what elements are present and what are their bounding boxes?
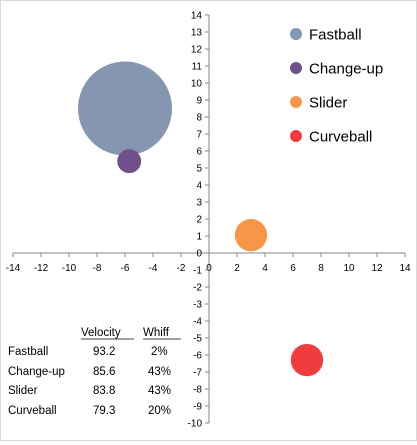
x-tick-label: 4 <box>262 263 268 274</box>
x-tick-label: 2 <box>234 263 240 274</box>
legend-marker <box>290 96 302 108</box>
y-tick-label: 12 <box>191 45 203 56</box>
x-tick-label: -8 <box>93 263 102 274</box>
legend-marker <box>290 130 302 142</box>
bubbles <box>78 61 324 377</box>
y-tick-label: -2 <box>193 283 202 294</box>
table-row-label: Change-up <box>8 366 65 378</box>
legend-label: Change-up <box>309 61 383 78</box>
table-cell-whiff: 43% <box>148 366 171 378</box>
x-tick-label: 14 <box>399 263 411 274</box>
x-tick-label: -6 <box>121 263 130 274</box>
y-tick-label: 3 <box>196 198 202 209</box>
bubble-slider <box>234 219 268 252</box>
x-tick-label: 8 <box>318 263 324 274</box>
table-row-label: Slider <box>8 385 38 397</box>
y-tick-label: 1 <box>196 232 202 243</box>
y-tick-label: 7 <box>196 130 202 141</box>
y-tick-label: -9 <box>193 402 202 413</box>
bubble-fastball <box>78 61 172 156</box>
y-tick-label: -6 <box>193 351 202 362</box>
legend-label: Fastball <box>309 27 362 44</box>
axes: -14 -12 -10 -8 -6 -4 -2 0 2 4 6 8 10 12 14-10-9-8-7-6-… <box>6 11 411 430</box>
x-tick-label: 6 <box>290 263 296 274</box>
table-cell-velocity: 79.3 <box>93 405 115 417</box>
x-tick-label: -4 <box>149 263 158 274</box>
legend-label: Slider <box>309 95 347 112</box>
y-tick-label: 13 <box>191 28 203 39</box>
table-cell-whiff: 20% <box>148 405 171 417</box>
y-tick-label: -1 <box>193 266 202 277</box>
x-tick-label: 10 <box>343 263 355 274</box>
y-tick-label: -5 <box>193 334 202 345</box>
data-table: Velocity Whiff Fastball 93.2 2% Change-u… <box>8 327 181 417</box>
legend-label: Curveball <box>309 129 372 146</box>
y-tick-label: 14 <box>191 11 203 22</box>
table-cell-whiff: 43% <box>148 385 171 397</box>
y-tick-label: 8 <box>196 113 202 124</box>
x-tick-label: -10 <box>62 263 77 274</box>
x-tick-label: -12 <box>34 263 49 274</box>
y-tick-label: 9 <box>196 96 202 107</box>
legend-marker <box>290 28 302 40</box>
x-tick-label: -14 <box>6 263 21 274</box>
table-header-velocity: Velocity <box>81 327 121 339</box>
bubble-curveball <box>290 343 324 377</box>
legend: Fastball Change-up Slider Curveball <box>290 27 383 146</box>
y-tick-label: 4 <box>196 181 202 192</box>
x-tick-label: 12 <box>371 263 383 274</box>
y-tick-label: 6 <box>196 147 202 158</box>
table-cell-velocity: 93.2 <box>93 346 115 358</box>
y-tick-label: 11 <box>192 62 203 73</box>
legend-marker <box>290 62 302 74</box>
y-tick-label: 0 <box>196 249 202 260</box>
y-tick-label: -3 <box>193 300 202 311</box>
y-tick-label: 5 <box>196 164 202 175</box>
y-tick-label: -10 <box>188 419 203 430</box>
y-tick-label: -7 <box>193 368 202 379</box>
y-tick-label: -4 <box>193 317 202 328</box>
table-row-label: Fastball <box>8 346 48 358</box>
table-cell-velocity: 83.8 <box>93 385 115 397</box>
table-cell-velocity: 85.6 <box>93 366 115 378</box>
y-tick-label: 2 <box>196 215 202 226</box>
table-cell-whiff: 2% <box>151 346 168 358</box>
table-header-whiff: Whiff <box>143 327 170 339</box>
y-tick-label: -8 <box>193 385 202 396</box>
y-tick-label: 10 <box>191 79 203 90</box>
x-tick-label: 0 <box>206 263 212 274</box>
x-tick-label: -2 <box>177 263 186 274</box>
bubble-change-up <box>117 149 142 174</box>
table-row-label: Curveball <box>8 405 57 417</box>
